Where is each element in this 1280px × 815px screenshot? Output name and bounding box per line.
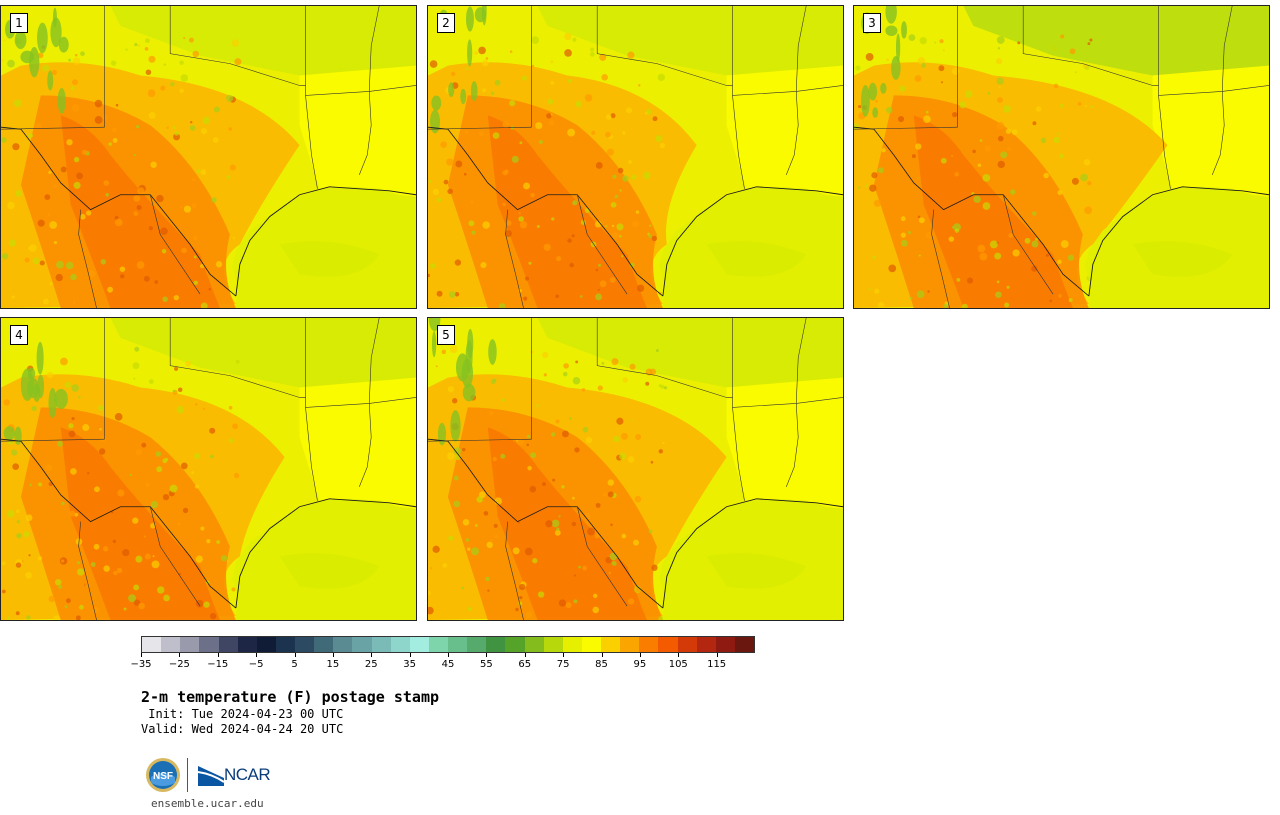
colorbar-segment (409, 637, 429, 652)
colorbar-segment (218, 637, 238, 652)
nsf-logo-text: NSF (153, 771, 173, 782)
temperature-map (1, 6, 416, 308)
colorbar-segment (161, 637, 181, 652)
colorbar-segment (677, 637, 697, 652)
colorbar-segment (467, 637, 487, 652)
colorbar-tick-label: 105 (668, 659, 688, 670)
colorbar-segment (639, 637, 659, 652)
colorbar (141, 636, 755, 653)
colorbar-segment (333, 637, 353, 652)
member-panel-1: 1 (0, 5, 417, 309)
colorbar-tick-label: 115 (707, 659, 727, 670)
init-time: Init: Tue 2024-04-23 00 UTC (141, 707, 344, 721)
colorbar-tick (332, 653, 334, 657)
member-label: 3 (863, 13, 881, 33)
colorbar-segment (314, 637, 334, 652)
colorbar-tick (217, 653, 219, 657)
colorbar-tick-label: −35 (130, 659, 152, 670)
colorbar-tick-label: 5 (291, 659, 298, 670)
colorbar-segment (142, 637, 162, 652)
colorbar-tick-label: 25 (364, 659, 378, 670)
member-label: 1 (10, 13, 28, 33)
member-label: 2 (437, 13, 455, 33)
ncar-logo: NCAR (198, 761, 271, 789)
colorbar-segment (620, 637, 640, 652)
colorbar-tick-label: 65 (518, 659, 532, 670)
colorbar-tick (563, 653, 565, 657)
colorbar-segment (275, 637, 295, 652)
colorbar-segment (505, 637, 525, 652)
temperature-map (428, 318, 843, 620)
ncar-swoosh-icon (198, 766, 224, 786)
colorbar-segment (562, 637, 582, 652)
colorbar-segment (734, 637, 754, 652)
colorbar-tick-label: 55 (480, 659, 493, 670)
member-panel-5: 5 (427, 317, 844, 621)
member-panel-3: 3 (853, 5, 1270, 309)
colorbar-segment (658, 637, 678, 652)
temperature-map (854, 6, 1269, 308)
colorbar-segment (448, 637, 468, 652)
colorbar-segment (428, 637, 448, 652)
colorbar-tick (601, 653, 603, 657)
colorbar-tick (294, 653, 296, 657)
colorbar-tick-label: −25 (168, 659, 190, 670)
colorbar-tick-label: 95 (633, 659, 647, 670)
colorbar-segment (581, 637, 601, 652)
colorbar-segment (715, 637, 735, 652)
logo-divider (187, 758, 188, 792)
colorbar-segment (486, 637, 506, 652)
member-label: 4 (10, 325, 28, 345)
colorbar-segment (352, 637, 372, 652)
member-panel-4: 4 (0, 317, 417, 621)
member-panel-2: 2 (427, 5, 844, 309)
site-url: ensemble.ucar.edu (151, 797, 264, 810)
colorbar-tick-label: −5 (248, 659, 264, 670)
colorbar-segment (524, 637, 544, 652)
colorbar-tick (371, 653, 373, 657)
colorbar-segment (390, 637, 410, 652)
colorbar-tick-label: 15 (326, 659, 340, 670)
colorbar-tick (448, 653, 449, 657)
colorbar-tick (409, 653, 411, 657)
colorbar-segment (696, 637, 716, 652)
colorbar-segment (256, 637, 276, 652)
colorbar-tick-label: 75 (556, 659, 570, 670)
colorbar-segment (295, 637, 315, 652)
ncar-logo-text: NCAR (224, 765, 271, 784)
colorbar-tick (256, 653, 258, 657)
colorbar-tick-label: 85 (595, 659, 608, 670)
colorbar-segment (199, 637, 219, 652)
figure-title: 2-m temperature (F) postage stamp (141, 688, 440, 706)
colorbar-tick-label: 45 (441, 659, 455, 670)
colorbar-segment (543, 637, 563, 652)
colorbar-tick-label: −15 (207, 659, 229, 670)
colorbar-tick (486, 653, 488, 657)
nsf-logo-icon: NSF (146, 758, 180, 792)
colorbar-ticks: −35 −25 −15 −5 5 15 25 35 45 55 65 75 85 95 105 115 (130, 653, 755, 673)
member-label: 5 (437, 325, 455, 345)
colorbar-segment (601, 637, 621, 652)
colorbar-tick (179, 653, 181, 657)
temperature-map (428, 6, 843, 308)
colorbar-tick (716, 653, 718, 657)
valid-time: Valid: Wed 2024-04-24 20 UTC (141, 722, 344, 736)
temperature-map (1, 318, 416, 620)
colorbar-tick (524, 653, 526, 657)
colorbar-segment (371, 637, 391, 652)
colorbar-segment (180, 637, 200, 652)
colorbar-segment (237, 637, 257, 652)
colorbar-tick (678, 653, 680, 657)
colorbar-tick-label: 35 (403, 659, 416, 670)
colorbar-tick (639, 653, 641, 657)
colorbar-tick (141, 653, 142, 657)
